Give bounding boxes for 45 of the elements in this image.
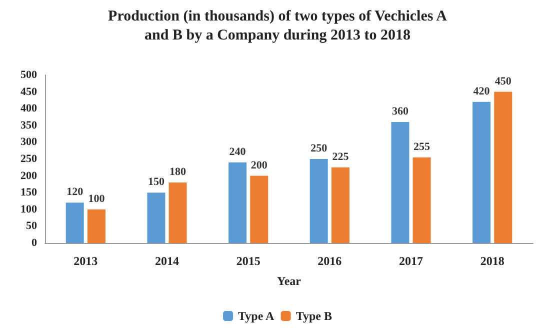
- bar: [472, 102, 491, 243]
- y-tick-label: 400: [20, 102, 38, 115]
- y-tick-label: 250: [20, 153, 38, 165]
- data-label: 120: [66, 186, 84, 198]
- y-tick-label: 350: [20, 119, 38, 132]
- data-label: 420: [473, 85, 490, 98]
- data-label: 200: [250, 159, 268, 172]
- y-tick-label: 50: [26, 220, 38, 232]
- x-tick-label: 2014: [155, 254, 179, 268]
- bar: [66, 202, 84, 243]
- data-label: 225: [332, 150, 350, 163]
- y-tick-label: 0: [32, 237, 38, 249]
- x-axis-title: Year: [277, 274, 302, 288]
- y-tick-label: 500: [20, 69, 38, 81]
- bar: [494, 92, 512, 243]
- x-tick-label: 2013: [74, 254, 98, 268]
- bar: [250, 176, 268, 243]
- x-tick-label: 2018: [480, 254, 504, 268]
- data-label: 255: [414, 140, 431, 153]
- y-tick-label: 100: [20, 203, 38, 216]
- y-tick-label: 200: [20, 170, 38, 182]
- data-label: 250: [310, 142, 328, 154]
- data-label: 150: [148, 176, 165, 188]
- legend-label: Type A: [238, 309, 275, 323]
- data-label: 240: [229, 146, 246, 158]
- bar: [391, 122, 410, 243]
- data-label: 450: [494, 75, 512, 88]
- bar: [147, 192, 166, 243]
- y-tick-label: 300: [20, 136, 38, 148]
- legend-label: Type B: [296, 309, 332, 323]
- bar: [228, 162, 247, 243]
- bar: [87, 209, 106, 243]
- x-tick-label: 2016: [318, 254, 342, 268]
- data-label: 360: [392, 106, 409, 118]
- bar: [168, 182, 187, 243]
- bar: [331, 167, 350, 243]
- bar: [412, 157, 431, 243]
- y-tick-label: 450: [20, 86, 38, 98]
- y-tick-label: 150: [20, 186, 38, 199]
- chart-title: Production (in thousands) of two types of Vechicles A and B by a Company during 2013 to 2018: [108, 8, 448, 44]
- x-tick-label: 2017: [399, 254, 423, 268]
- x-tick-label: 2015: [236, 254, 260, 268]
- data-label: 100: [88, 192, 106, 205]
- data-label: 180: [170, 166, 187, 178]
- bar: [310, 159, 328, 243]
